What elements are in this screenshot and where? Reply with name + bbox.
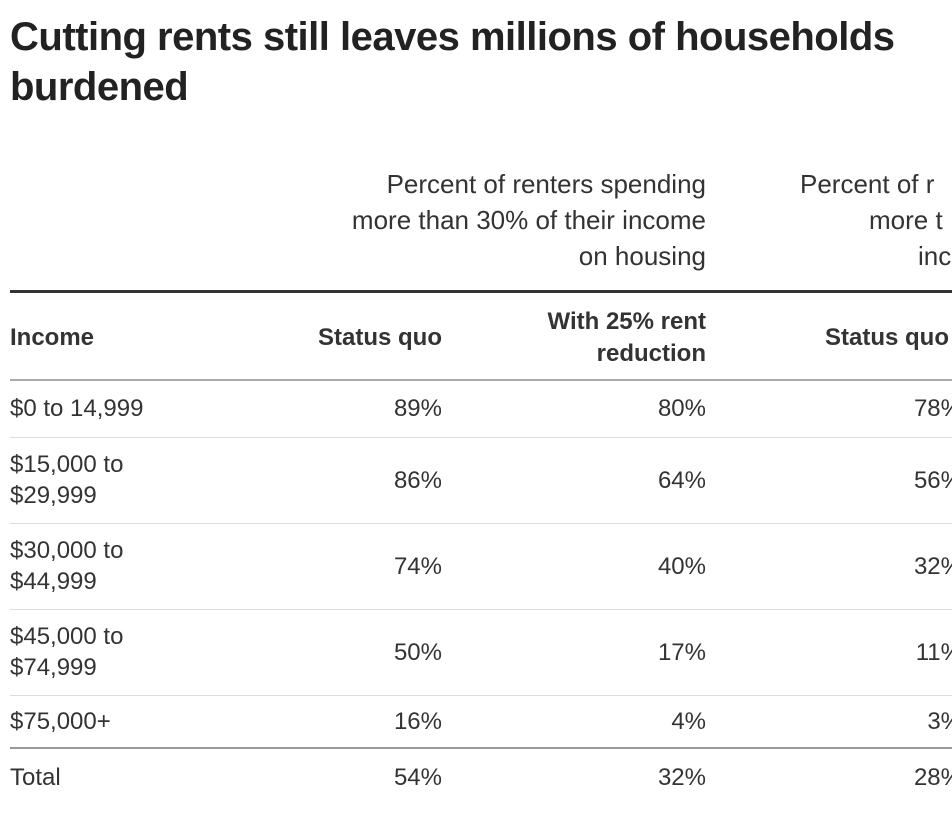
cell-value: 50% [393,638,442,666]
cell-value: 89% [393,395,442,422]
column-header: Income [10,324,95,351]
row-label: Total [10,763,61,791]
group-header: on housing [578,241,706,271]
cell-value: 32% [657,763,706,791]
group-header: Percent of renters spending [386,169,706,199]
group-header: Percent of r [800,169,935,199]
cell-value: 64% [657,466,706,494]
column-header: Status quo [825,324,949,351]
row-label: $30,000 to $44,999 [10,537,124,595]
row-label: $15,000 to $29,999 [10,451,124,509]
cell-value: 4% [671,708,706,735]
row-separator [10,523,952,524]
group-header: inc [918,241,952,271]
column-header: Status quo [318,324,442,351]
cell-value: 16% [393,708,442,735]
row-separator [10,609,952,610]
row-label: $0 to 14,999 [10,395,144,422]
column-header: With 25% rent reduction [547,308,706,367]
cell-value: 17% [657,638,706,666]
row-label: $45,000 to $74,999 [10,623,124,681]
rule [10,290,952,293]
cell-value: 56% [913,466,952,494]
cell-value: 11% [915,638,952,666]
title: Cutting rents still leaves millions of h… [10,15,895,109]
cell-value: 74% [393,552,442,580]
cell-value: 40% [657,552,706,580]
rule [10,747,952,749]
cell-value: 28% [913,763,952,791]
cell-value: 32% [913,552,952,580]
cell-value: 80% [657,395,706,422]
row-label: $75,000+ [10,708,111,735]
rule [10,379,952,381]
row-separator [10,437,952,438]
group-header: more t [869,205,943,235]
cell-value: 86% [393,466,442,494]
group-header: more than 30% of their income [351,205,706,235]
cell-value: 54% [393,763,442,791]
row-separator [10,695,952,696]
cell-value: 3% [927,708,952,735]
cell-value: 78% [913,395,952,422]
